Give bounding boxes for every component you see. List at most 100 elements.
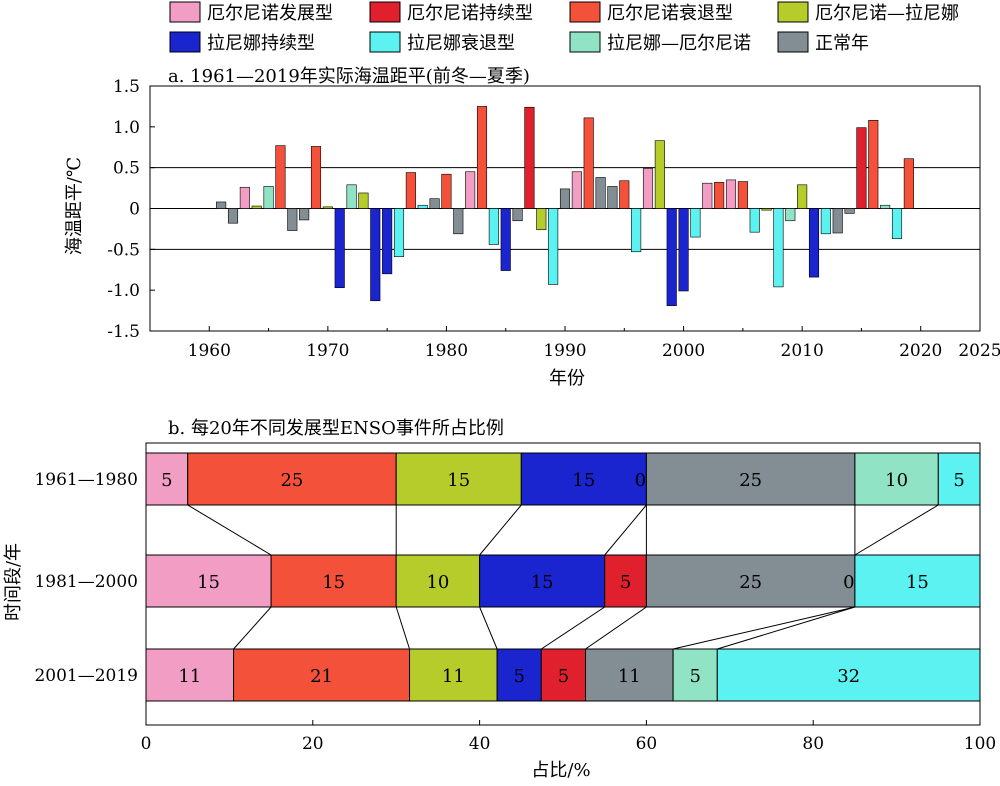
legend-label: 厄尔尼诺持续型 xyxy=(407,3,533,24)
legend-label: 拉尼娜—厄尔尼诺 xyxy=(607,33,751,54)
bar-2019 xyxy=(903,158,914,209)
x-tick-label: 80 xyxy=(802,734,824,754)
y-tick-label: 1.5 xyxy=(113,77,140,97)
segment-value-label: 32 xyxy=(837,666,860,687)
segment-value-label: 25 xyxy=(739,572,762,593)
legend-swatch xyxy=(169,1,201,23)
segment-value-label: 25 xyxy=(280,470,303,491)
segment-el_decay: 15 xyxy=(270,554,397,608)
x-tick-label: 2010 xyxy=(781,341,824,361)
segment-normal: 25 xyxy=(645,452,856,506)
segment-el_la: 11 xyxy=(409,648,498,702)
x-tick-label: 60 xyxy=(636,734,658,754)
legend-label: 厄尔尼诺—拉尼娜 xyxy=(815,3,959,24)
connector-line xyxy=(187,504,272,556)
bar-2018 xyxy=(891,208,903,240)
connector-line xyxy=(395,606,411,650)
x-tick-label: 2025 xyxy=(958,341,1000,361)
row-label: 1961—1980 xyxy=(34,470,138,490)
bar-2000 xyxy=(678,208,689,292)
y-tick-label: 1.0 xyxy=(113,118,140,138)
segment-value-label: 15 xyxy=(197,572,220,593)
segment-el_persist: 5 xyxy=(604,554,647,608)
bar-1994 xyxy=(607,186,618,209)
x-tick-label: 100 xyxy=(964,734,996,754)
legend-item-el_decay: 厄尔尼诺衰退型 xyxy=(569,1,733,24)
bar-1991 xyxy=(571,171,582,209)
segment-la_el: 5 xyxy=(672,648,718,702)
y-tick-label: -0.5 xyxy=(107,240,140,260)
bar-1995 xyxy=(619,180,630,209)
segment-la_decay: 5 xyxy=(937,452,981,506)
y-tick-label: 0.5 xyxy=(113,159,140,179)
bar-1975 xyxy=(382,208,393,275)
bar-2009 xyxy=(785,208,796,222)
bar-1976 xyxy=(393,208,405,257)
bar-2012 xyxy=(820,208,831,235)
bar-2006 xyxy=(749,208,760,233)
bar-1978 xyxy=(417,204,428,209)
bar-1971 xyxy=(334,208,345,289)
segment-la_persist: 15 xyxy=(479,554,606,608)
x-tick-label: 0 xyxy=(141,734,152,754)
bar-1993 xyxy=(595,177,606,209)
x-tick-label: 1970 xyxy=(306,341,349,361)
segment-la_el: 0 xyxy=(843,572,854,593)
panel-b-plot-frame xyxy=(145,442,981,726)
bar-1970 xyxy=(322,206,333,209)
bar-2005 xyxy=(737,181,748,209)
connector-line xyxy=(717,606,856,650)
bar-1967 xyxy=(287,208,298,231)
x-tick-label: 1960 xyxy=(188,341,231,361)
legend-label: 厄尔尼诺衰退型 xyxy=(607,3,733,24)
segment-la_persist: 5 xyxy=(496,648,542,702)
bar-1998 xyxy=(654,140,665,209)
bar-1968 xyxy=(299,208,310,221)
legend-item-la_decay: 拉尼娜衰退型 xyxy=(369,31,515,54)
bar-1997 xyxy=(642,168,654,209)
segment-value-label: 11 xyxy=(178,666,201,687)
segment-value-label: 15 xyxy=(531,572,554,593)
bar-2015 xyxy=(856,127,867,209)
segment-value-label: 10 xyxy=(426,572,449,593)
segment-value-label: 25 xyxy=(739,470,762,491)
legend-item-la_el: 拉尼娜—厄尔尼诺 xyxy=(569,31,751,54)
segment-value-label: 15 xyxy=(572,470,595,491)
segment-value-label: 5 xyxy=(620,572,631,593)
segment-value-label: 10 xyxy=(885,470,908,491)
bar-1996 xyxy=(631,208,642,253)
bar-1986 xyxy=(512,208,523,222)
segment-la_persist: 15 xyxy=(520,452,647,506)
legend-item-el_persist: 厄尔尼诺持续型 xyxy=(369,1,533,24)
segment-value-label: 5 xyxy=(689,666,700,687)
bar-2017 xyxy=(880,204,891,209)
y-tick-label: 0 xyxy=(129,200,140,220)
bar-2016 xyxy=(868,120,879,209)
segment-normal: 11 xyxy=(585,648,674,702)
segment-el_dev: 11 xyxy=(145,648,235,702)
bar-2007 xyxy=(761,208,772,211)
x-tick-label: 40 xyxy=(469,734,491,754)
bar-1961 xyxy=(216,201,227,209)
y-tick-label: -1.5 xyxy=(107,322,140,342)
legend-item-la_persist: 拉尼娜持续型 xyxy=(169,31,315,54)
segment-value-label: 5 xyxy=(953,470,964,491)
panel-b-x-axis-label: 占比/% xyxy=(531,760,590,781)
bar-2010 xyxy=(797,184,808,209)
segment-value-label: 21 xyxy=(310,666,333,687)
segment-value-label: 5 xyxy=(558,666,569,687)
segment-la_decay: 32 xyxy=(716,648,981,702)
legend-swatch xyxy=(369,1,401,23)
panel-b-title: b. 每20年不同发展型ENSO事件所占比例 xyxy=(168,418,504,439)
segment-el_dev: 5 xyxy=(145,452,189,506)
x-tick-label: 2000 xyxy=(662,341,705,361)
bar-2011 xyxy=(808,208,820,278)
segment-value-label: 11 xyxy=(442,666,465,687)
panel-b-ratio-chart: b. 每20年不同发展型ENSO事件所占比例 5 25 15 15 0 25 10 5 15 15… xyxy=(3,418,996,781)
legend-label: 拉尼娜持续型 xyxy=(207,33,315,54)
segment-value-label: 5 xyxy=(161,470,172,491)
bar-2014 xyxy=(844,208,855,214)
bar-1982 xyxy=(465,171,476,209)
legend-swatch xyxy=(777,1,809,23)
